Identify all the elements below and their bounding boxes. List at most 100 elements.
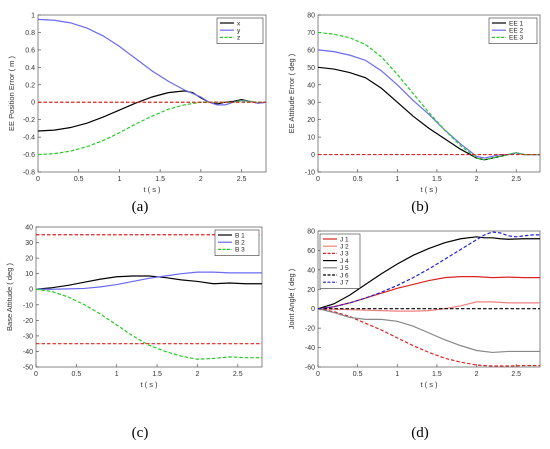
y-axis-label: Base Attitude ( deg )	[5, 263, 14, 331]
panel-caption: (a)	[132, 199, 149, 215]
panel-caption: (c)	[132, 425, 149, 441]
y-tick-label: -20	[305, 326, 315, 333]
y-tick-label: -30	[23, 333, 33, 340]
y-tick-label: 10	[25, 271, 33, 278]
y-axis-label: EE Attitude Error ( deg )	[287, 53, 296, 133]
legend-entry: J 3	[340, 251, 349, 258]
x-tick-label: 2	[195, 371, 199, 378]
y-tick-label: 20	[25, 256, 33, 263]
y-tick-label: 1	[31, 13, 35, 20]
legend-entry: J 1	[340, 236, 349, 243]
y-tick-label: 0	[29, 287, 33, 294]
x-axis-label: t ( s )	[420, 380, 438, 389]
legend-entry: x	[237, 20, 241, 27]
y-axis-label: Joint Angle ( deg )	[287, 268, 296, 329]
y-tick-label: -60	[305, 365, 315, 372]
legend: B 1B 2B 3	[214, 229, 260, 256]
x-tick-label: 0.5	[353, 371, 363, 378]
series-group	[38, 18, 266, 156]
x-tick-label: 0	[316, 176, 320, 183]
y-tick-label: -50	[23, 365, 33, 372]
y-tick-label: 0	[311, 152, 315, 159]
x-tick-label: 2.5	[511, 371, 521, 378]
series-line-y	[38, 18, 266, 106]
series-line-ee3	[318, 31, 540, 161]
y-tick-label: 80	[307, 229, 315, 236]
legend-entry: EE 1	[509, 20, 523, 27]
x-tick-label: 2.5	[511, 176, 521, 183]
y-tick-label: 60	[307, 47, 315, 54]
x-tick-label: 1	[395, 371, 399, 378]
legend-entry: B 1	[235, 232, 245, 239]
x-tick-label: 0	[34, 371, 38, 378]
y-tick-label: 30	[25, 240, 33, 247]
y-tick-label: 10	[307, 135, 315, 142]
legend-entry: B 2	[235, 240, 245, 247]
x-tick-label: 0.5	[353, 176, 363, 183]
x-tick-label: 2	[199, 176, 203, 183]
series-line-j5	[318, 308, 540, 354]
x-tick-label: 1	[395, 176, 399, 183]
legend-entry: J 4	[340, 258, 349, 265]
y-tick-label: 0.8	[25, 30, 35, 37]
x-axis-label: t ( s )	[140, 380, 158, 389]
panel-caption: (b)	[411, 199, 429, 215]
y-tick-label: -10	[23, 302, 33, 309]
legend-entry: z	[237, 35, 240, 42]
series-group	[318, 31, 540, 161]
y-tick-label: -20	[23, 318, 33, 325]
legend-entry: J 7	[340, 280, 349, 287]
series-line-j2	[318, 301, 540, 312]
legend-entry: EE 2	[509, 28, 523, 35]
y-tick-label: -0.4	[23, 135, 35, 142]
series-line-z	[38, 99, 266, 156]
legend-entry: B 3	[235, 247, 245, 254]
y-tick-label: 40	[307, 267, 315, 274]
series-line-j3	[318, 308, 540, 367]
x-tick-label: 2	[475, 176, 479, 183]
y-tick-label: 0	[31, 100, 35, 107]
x-tick-label: 2.5	[237, 176, 247, 183]
legend-box	[214, 229, 260, 256]
x-tick-label: 0.5	[74, 176, 84, 183]
y-tick-label: 0.6	[25, 47, 35, 54]
y-tick-label: 0	[311, 306, 315, 313]
y-axis-label: EE Position Error ( m )	[7, 55, 16, 131]
y-tick-label: -40	[23, 349, 33, 356]
y-tick-label: -40	[305, 345, 315, 352]
legend-entry: J 6	[340, 272, 349, 279]
x-tick-label: 1.5	[152, 371, 162, 378]
x-tick-label: 1.5	[155, 176, 165, 183]
x-axis-label: t ( s )	[420, 185, 438, 194]
y-tick-label: 40	[25, 225, 33, 232]
y-tick-label: 20	[307, 117, 315, 124]
legend-entry: EE 3	[509, 35, 523, 42]
x-tick-label: 2	[475, 371, 479, 378]
legend: EE 1EE 2EE 3	[488, 17, 538, 44]
legend-entry: J 5	[340, 265, 349, 272]
x-tick-label: 1	[117, 176, 121, 183]
y-tick-label: -0.8	[23, 170, 35, 177]
x-tick-label: 1	[115, 371, 119, 378]
series-line-j7	[318, 231, 540, 310]
x-tick-label: 0	[36, 176, 40, 183]
y-tick-label: 0.2	[25, 82, 35, 89]
chart-panel-3: 0 0.5 1 1.5 2 2.5 -50 -40 -30 -20 -10 0 10 20 30 40 t ( …	[5, 225, 263, 441]
legend: xyz	[216, 17, 264, 44]
x-tick-label: 1.5	[432, 176, 442, 183]
chart-panel-4: 0 0.5 1 1.5 2 2.5 -60 -40 -20 0 20 40 60 80 t ( s ) Joi…	[287, 229, 541, 441]
x-tick-label: 0	[316, 371, 320, 378]
x-tick-label: 1.5	[432, 371, 442, 378]
y-tick-label: -10	[305, 170, 315, 177]
y-tick-label: -0.6	[23, 152, 35, 159]
y-tick-label: 60	[307, 248, 315, 255]
series-line-b2	[36, 271, 262, 290]
legend-entry: y	[237, 28, 241, 35]
legend: J 1J 2J 3J 4J 5J 6J 7	[319, 233, 361, 289]
x-tick-label: 2.5	[233, 371, 243, 378]
x-tick-label: 0.5	[71, 371, 81, 378]
y-tick-label: 70	[307, 30, 315, 37]
series-line-j1	[318, 276, 540, 310]
